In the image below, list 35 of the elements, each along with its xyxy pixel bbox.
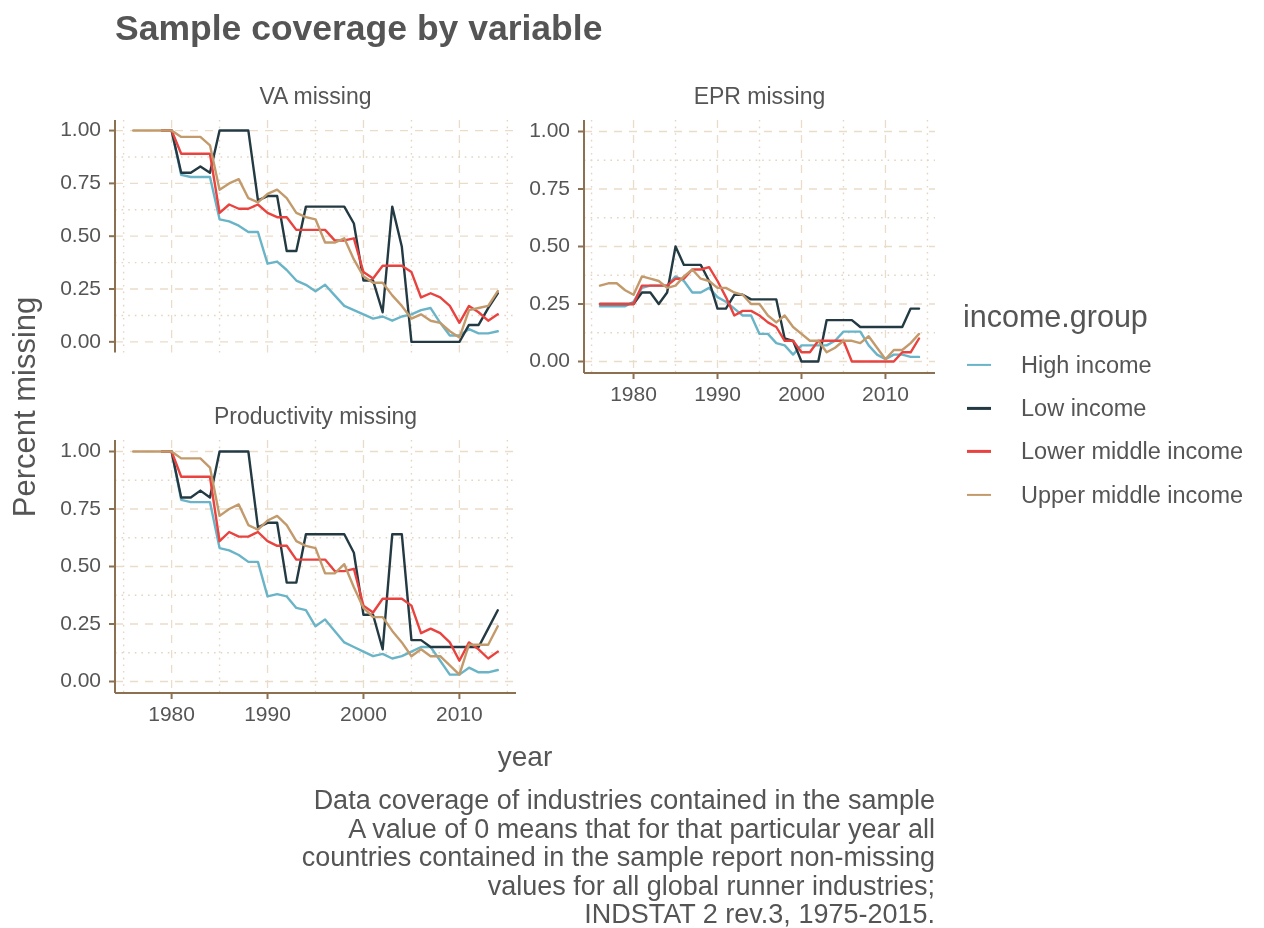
chart-subtitle: Productivity missing bbox=[213, 403, 418, 430]
y-tick-label: 0.50 bbox=[60, 553, 101, 577]
x-tick-label: 2010 bbox=[862, 382, 909, 406]
y-tick-label: 0.25 bbox=[529, 290, 570, 314]
chart-subtitle: VA missing bbox=[259, 83, 372, 110]
y-tick-label: 1.00 bbox=[529, 118, 570, 142]
y-tick-label: 0.75 bbox=[529, 175, 570, 199]
y-tick-label: 0.25 bbox=[60, 275, 101, 299]
x-tick-label: 2000 bbox=[778, 382, 825, 406]
x-tick-label: 2010 bbox=[436, 702, 483, 726]
y-tick-label: 0.25 bbox=[60, 610, 101, 634]
x-axis-title: year bbox=[497, 741, 553, 773]
y-tick-label: 0.00 bbox=[529, 348, 570, 372]
x-tick-label: 2000 bbox=[340, 702, 387, 726]
text: Data coverage of industries contained in the sample A value of 0 means that for that particular year all countries contained in the sample report non-missing values for all global runner industries; INDSTAT 2 rev.3, 1975-2015. bbox=[301, 785, 935, 928]
y-tick-label: 1.00 bbox=[60, 438, 101, 462]
y-tick-label: 0.50 bbox=[529, 233, 570, 257]
legend-label: Upper middle income bbox=[1021, 481, 1244, 509]
y-tick-label: 0.75 bbox=[60, 170, 101, 194]
y-tick-label: 0.50 bbox=[60, 223, 101, 246]
legend-title: income.group bbox=[963, 297, 1149, 335]
legend-label: Lower middle income bbox=[1021, 438, 1244, 466]
x-tick-label: 1980 bbox=[610, 382, 657, 406]
chart-subtitle: EPR missing bbox=[693, 83, 826, 110]
y-tick-label: 0.00 bbox=[60, 328, 101, 352]
y-tick-label: 1.00 bbox=[60, 117, 101, 141]
x-tick-label: 1990 bbox=[694, 382, 741, 406]
legend-label: High income bbox=[1021, 351, 1152, 379]
legend-label: Low income bbox=[1021, 394, 1147, 422]
x-tick-label: 1990 bbox=[244, 702, 291, 726]
y-axis-title: Percent missing bbox=[7, 296, 42, 517]
chart-title: Sample coverage by variable bbox=[115, 7, 603, 49]
x-tick-label: 1980 bbox=[148, 702, 195, 726]
y-tick-label: 0.00 bbox=[60, 668, 101, 692]
y-tick-label: 0.75 bbox=[60, 495, 101, 519]
